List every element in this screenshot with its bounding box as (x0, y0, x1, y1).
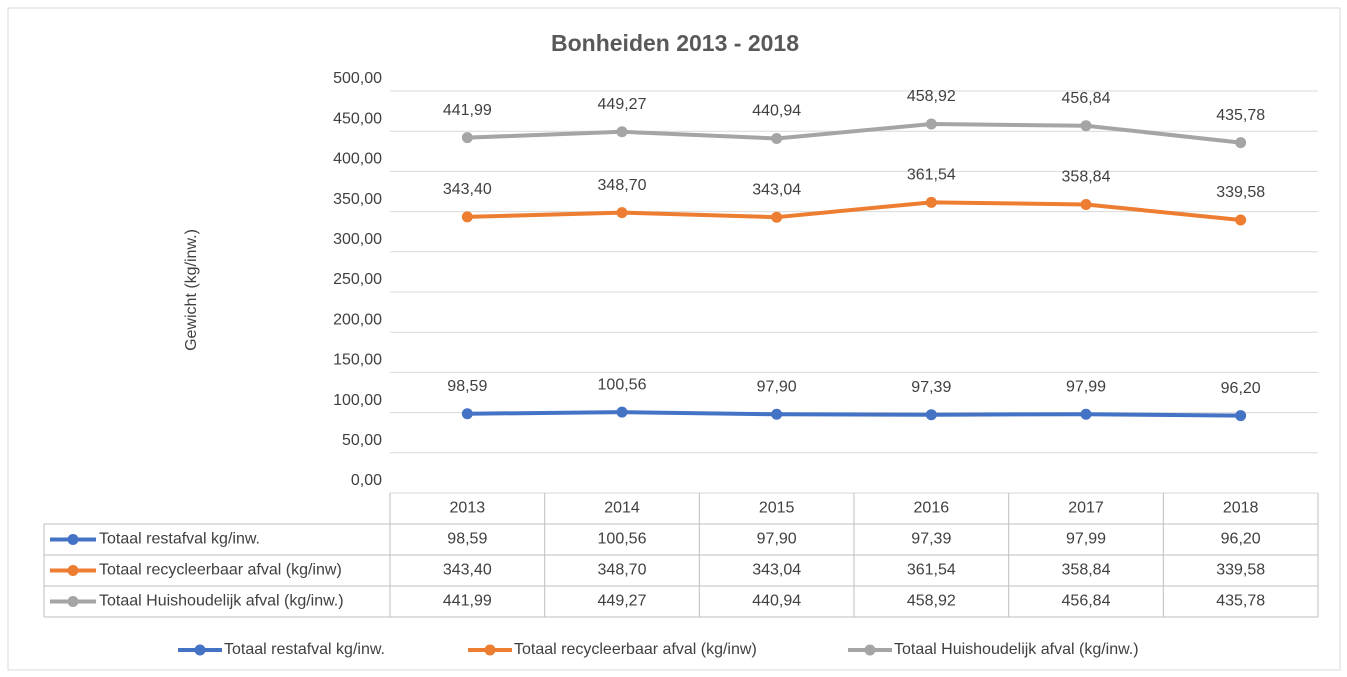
data-label: 97,99 (1066, 378, 1106, 395)
data-point (925, 118, 937, 130)
table-cell: 449,27 (598, 593, 647, 610)
table-row-label: Totaal restafval kg/inw. (99, 531, 260, 548)
data-point (925, 409, 937, 421)
series-line (467, 410, 1241, 418)
table-cell: 339,58 (1216, 562, 1265, 579)
data-point (616, 126, 628, 138)
data-point (1080, 198, 1092, 210)
table-cell: 441,99 (443, 593, 492, 610)
x-tick-label: 2014 (604, 500, 640, 517)
series-line (467, 200, 1241, 222)
y-tick-label: 50,00 (342, 432, 382, 449)
x-tick-label: 2015 (759, 500, 795, 517)
y-tick-label: 300,00 (333, 231, 382, 248)
table-cell: 361,54 (907, 562, 956, 579)
table-row-label: Totaal Huishoudelijk afval (kg/inw.) (99, 593, 344, 610)
data-point (771, 408, 783, 420)
table-legend-marker (67, 596, 79, 607)
data-label: 435,78 (1216, 107, 1265, 124)
data-label: 441,99 (443, 102, 492, 119)
chart-border (7, 7, 1341, 671)
data-point (1080, 120, 1092, 132)
data-label: 97,90 (757, 379, 797, 396)
legend-marker (194, 644, 206, 656)
y-tick-label: 350,00 (333, 191, 382, 208)
legend-marker (484, 644, 496, 656)
y-axis-title: Gewicht (kg/inw.) (183, 229, 200, 351)
data-label: 456,84 (1062, 90, 1111, 107)
table-cell: 348,70 (598, 562, 647, 579)
data-label: 449,27 (598, 96, 647, 113)
table-cell: 97,99 (1066, 531, 1106, 548)
data-label: 97,39 (911, 379, 951, 396)
legend-marker (864, 644, 876, 656)
x-tick-label: 2017 (1068, 500, 1104, 517)
data-point (461, 132, 473, 144)
data-point (461, 211, 473, 223)
y-tick-label: 100,00 (333, 392, 382, 409)
y-tick-label: 150,00 (333, 352, 382, 369)
table-cell: 97,39 (911, 531, 951, 548)
series-line (467, 122, 1241, 145)
data-label: 343,04 (752, 181, 801, 198)
table-cell: 458,92 (907, 593, 956, 610)
data-point (771, 211, 783, 223)
data-point (461, 408, 473, 420)
chart-title: Bonheiden 2013 - 2018 (551, 30, 799, 56)
data-point (1080, 408, 1092, 420)
data-label: 96,20 (1221, 380, 1261, 397)
data-label: 358,84 (1062, 169, 1111, 186)
table-cell: 456,84 (1062, 593, 1111, 610)
table-legend-marker (67, 565, 79, 576)
y-tick-label: 500,00 (333, 70, 382, 87)
data-label: 361,54 (907, 167, 956, 184)
data-point (1235, 137, 1247, 149)
data-point (1235, 214, 1247, 226)
table-cell: 440,94 (752, 593, 801, 610)
x-tick-label: 2013 (450, 500, 486, 517)
table-cell: 343,40 (443, 562, 492, 579)
legend-label: Totaal restafval kg/inw. (224, 641, 385, 658)
table-cell: 97,90 (757, 531, 797, 548)
data-point (1235, 410, 1247, 422)
table-legend-marker (67, 534, 79, 545)
table-cell: 96,20 (1221, 531, 1261, 548)
y-tick-label: 0,00 (351, 472, 382, 489)
data-point (616, 406, 628, 418)
data-label: 440,94 (752, 103, 801, 120)
y-tick-label: 200,00 (333, 311, 382, 328)
legend-label: Totaal Huishoudelijk afval (kg/inw.) (894, 641, 1139, 658)
data-label: 98,59 (447, 378, 487, 395)
data-label: 458,92 (907, 88, 956, 105)
data-point (771, 132, 783, 144)
data-point (616, 207, 628, 219)
table-cell: 98,59 (447, 531, 487, 548)
table-cell: 100,56 (598, 531, 647, 548)
y-tick-label: 400,00 (333, 151, 382, 168)
x-tick-label: 2018 (1223, 500, 1259, 517)
data-label: 343,40 (443, 181, 492, 198)
y-tick-label: 250,00 (333, 271, 382, 288)
table-cell: 435,78 (1216, 593, 1265, 610)
data-point (925, 196, 937, 208)
data-label: 339,58 (1216, 184, 1265, 201)
data-label: 100,56 (598, 376, 647, 393)
x-tick-label: 2016 (914, 500, 950, 517)
y-tick-label: 450,00 (333, 110, 382, 127)
legend-label: Totaal recycleerbaar afval (kg/inw) (514, 641, 757, 658)
table-cell: 358,84 (1062, 562, 1111, 579)
data-label: 348,70 (598, 177, 647, 194)
table-row-label: Totaal recycleerbaar afval (kg/inw) (99, 562, 342, 579)
table-cell: 343,04 (752, 562, 801, 579)
